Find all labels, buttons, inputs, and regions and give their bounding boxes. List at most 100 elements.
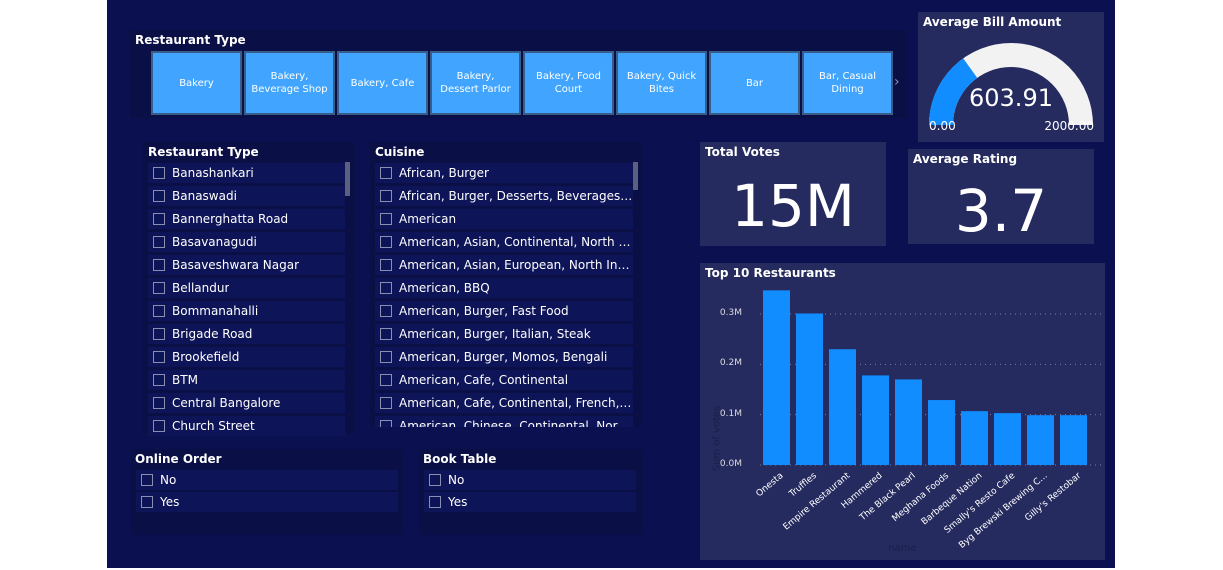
list-item[interactable]: American, Chinese, Continental, North In… <box>375 416 633 427</box>
checkbox[interactable] <box>380 397 392 409</box>
checkbox[interactable] <box>153 305 165 317</box>
book-table-title: Book Table <box>423 452 497 466</box>
bar[interactable] <box>1060 415 1087 465</box>
online-order-slicer: Online Order No Yes <box>131 449 403 535</box>
checkbox[interactable] <box>141 496 153 508</box>
checkbox[interactable] <box>380 328 392 340</box>
bar[interactable] <box>763 290 790 465</box>
list-item[interactable]: Basaveshwara Nagar <box>148 255 345 275</box>
average-rating-title: Average Rating <box>913 152 1018 166</box>
checkbox[interactable] <box>380 167 392 179</box>
list-item[interactable]: American, Burger, Fast Food <box>375 301 633 321</box>
checkbox[interactable] <box>153 420 165 432</box>
list-item-label: Bellandur <box>172 281 230 295</box>
list-item[interactable]: American, Cafe, Continental, French, Bur… <box>375 393 633 413</box>
bar[interactable] <box>862 375 889 465</box>
checkbox[interactable] <box>153 374 165 386</box>
bar[interactable] <box>796 313 823 465</box>
checkbox[interactable] <box>153 397 165 409</box>
checkbox[interactable] <box>429 496 441 508</box>
checkbox[interactable] <box>380 420 392 427</box>
bar[interactable] <box>961 411 988 465</box>
list-item[interactable]: Yes <box>424 492 636 512</box>
gauge-title: Average Bill Amount <box>923 15 1062 29</box>
bar[interactable] <box>1027 415 1054 465</box>
checkbox[interactable] <box>153 259 165 271</box>
list-item-label: Banaswadi <box>172 189 237 203</box>
checkbox[interactable] <box>380 190 392 202</box>
x-axis-label: name <box>888 543 917 554</box>
list-item[interactable]: American, Burger, Italian, Steak <box>375 324 633 344</box>
scrollbar[interactable] <box>345 162 350 196</box>
list-item[interactable]: American, Asian, European, North Indian <box>375 255 633 275</box>
list-item-label: BTM <box>172 373 198 387</box>
tile-button[interactable]: Bakery <box>151 51 242 115</box>
checkbox[interactable] <box>380 305 392 317</box>
y-tick-label: 0.2M <box>719 358 742 369</box>
list-item[interactable]: American, BBQ <box>375 278 633 298</box>
list-item-label: American, BBQ <box>399 281 490 295</box>
bar[interactable] <box>928 400 955 465</box>
list-item[interactable]: Bellandur <box>148 278 345 298</box>
list-item[interactable]: Central Bangalore <box>148 393 345 413</box>
checkbox[interactable] <box>380 236 392 248</box>
bar[interactable] <box>994 413 1021 465</box>
checkbox[interactable] <box>380 213 392 225</box>
list-item[interactable]: Church Street <box>148 416 345 436</box>
gauge-card: Average Bill Amount 603.91 0.00 2000.00 <box>918 12 1104 142</box>
checkbox[interactable] <box>429 474 441 486</box>
checkbox[interactable] <box>153 190 165 202</box>
list-item[interactable]: No <box>424 470 636 490</box>
total-votes-title: Total Votes <box>705 145 780 159</box>
tile-button[interactable]: Bakery, Quick Bites <box>616 51 707 115</box>
list-item[interactable]: American, Asian, Continental, North Indi… <box>375 232 633 252</box>
checkbox[interactable] <box>153 167 165 179</box>
tile-button[interactable]: Bar, Casual Dining <box>802 51 893 115</box>
bar[interactable] <box>829 349 856 465</box>
list-item[interactable]: Banashankari <box>148 163 345 183</box>
scrollbar[interactable] <box>633 162 638 190</box>
y-tick-label: 0.3M <box>719 308 742 318</box>
tile-button[interactable]: Bar <box>709 51 800 115</box>
tile-button[interactable]: Bakery, Beverage Shop <box>244 51 335 115</box>
list-item[interactable]: American, Cafe, Continental <box>375 370 633 390</box>
checkbox[interactable] <box>380 282 392 294</box>
checkbox[interactable] <box>141 474 153 486</box>
tile-button[interactable]: Bakery, Cafe <box>337 51 428 115</box>
list-item[interactable]: Bommanahalli <box>148 301 345 321</box>
tile-slicer-title: Restaurant Type <box>135 33 246 47</box>
book-table-slicer: Book Table No Yes <box>419 449 643 535</box>
checkbox[interactable] <box>380 374 392 386</box>
list-item[interactable]: Banaswadi <box>148 186 345 206</box>
checkbox[interactable] <box>153 213 165 225</box>
list-item[interactable]: Brigade Road <box>148 324 345 344</box>
checkbox[interactable] <box>380 259 392 271</box>
list-item[interactable]: Yes <box>136 492 398 512</box>
tile-button[interactable]: Bakery, Food Court <box>523 51 614 115</box>
total-votes-card: Total Votes 15M <box>700 142 886 246</box>
average-rating-value: 3.7 <box>954 177 1048 245</box>
list-item[interactable]: BTM <box>148 370 345 390</box>
checkbox[interactable] <box>153 351 165 363</box>
gauge-max: 2000.00 <box>1044 119 1094 133</box>
checkbox[interactable] <box>380 351 392 363</box>
list-item-label: Basavanagudi <box>172 235 257 249</box>
checkbox[interactable] <box>153 328 165 340</box>
bar[interactable] <box>895 379 922 465</box>
chevron-right-icon[interactable]: › <box>894 74 900 90</box>
checkbox[interactable] <box>153 282 165 294</box>
list-item-label: American, Asian, European, North Indian <box>399 258 633 272</box>
list-item-label: Church Street <box>172 419 255 433</box>
location-slicer-title: Restaurant Type <box>148 145 259 159</box>
list-item[interactable]: Basavanagudi <box>148 232 345 252</box>
tile-button[interactable]: Bakery, Dessert Parlor <box>430 51 521 115</box>
list-item[interactable]: African, Burger, Desserts, Beverages, Fa… <box>375 186 633 206</box>
list-item[interactable]: No <box>136 470 398 490</box>
list-item[interactable]: Bannerghatta Road <box>148 209 345 229</box>
list-item[interactable]: American, Burger, Momos, Bengali <box>375 347 633 367</box>
list-item[interactable]: Brookefield <box>148 347 345 367</box>
checkbox[interactable] <box>153 236 165 248</box>
list-item[interactable]: African, Burger <box>375 163 633 183</box>
list-item-label: Bommanahalli <box>172 304 259 318</box>
list-item[interactable]: American <box>375 209 633 229</box>
